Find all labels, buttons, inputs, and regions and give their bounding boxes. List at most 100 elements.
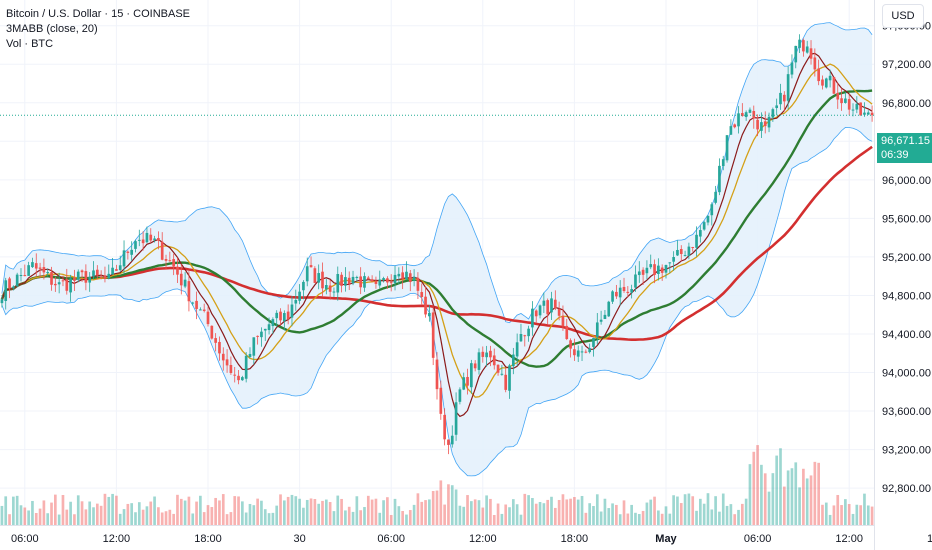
- volume-bar: [168, 509, 172, 525]
- volume-bar: [805, 478, 809, 525]
- candle-body: [370, 279, 374, 282]
- volume-bar: [84, 509, 88, 525]
- volume-bar: [534, 503, 538, 525]
- volume-bar: [290, 494, 294, 525]
- volume-bar: [95, 503, 99, 525]
- candle-body: [836, 92, 840, 100]
- candle-body: [450, 435, 454, 445]
- volume-bar: [702, 503, 706, 525]
- candle-body: [275, 312, 279, 319]
- volume-bar: [19, 505, 23, 525]
- candle-body: [676, 249, 679, 256]
- candle-body: [660, 267, 664, 273]
- candle-body: [431, 312, 435, 358]
- volume-bar: [511, 499, 515, 525]
- volume-bar: [615, 504, 618, 525]
- candle-body: [313, 268, 317, 283]
- candle-body: [206, 311, 210, 325]
- volume-bar: [183, 500, 187, 525]
- volume-bar: [561, 494, 565, 525]
- volume-bar: [92, 507, 95, 525]
- candle-body: [309, 265, 313, 268]
- volume-bar: [500, 513, 504, 525]
- price-tick-label: 92,800.00: [882, 483, 931, 495]
- volume-bar: [374, 498, 378, 525]
- volume-bar: [206, 505, 210, 525]
- candle-body: [523, 335, 527, 337]
- candle-body: [428, 312, 431, 317]
- candle-body: [99, 276, 103, 278]
- candle-body: [847, 99, 851, 110]
- candle-body: [798, 39, 801, 48]
- candle-body: [12, 286, 15, 289]
- volume-bar: [157, 507, 160, 525]
- volume-bar: [347, 506, 351, 525]
- price-tick-label: 96,800.00: [882, 98, 931, 110]
- candle-body: [267, 324, 271, 331]
- candle-body: [95, 269, 99, 276]
- candle-body: [599, 319, 603, 322]
- candle-body: [214, 338, 217, 343]
- chart-legend: Bitcoin / U.S. Dollar · 15 · COINBASE 3M…: [6, 7, 190, 52]
- candle-body: [855, 103, 859, 110]
- volume-bar: [733, 514, 737, 525]
- volume-bar: [0, 505, 4, 525]
- symbol-title[interactable]: Bitcoin / U.S. Dollar · 15 · COINBASE: [6, 8, 190, 20]
- candle-body: [8, 278, 11, 289]
- candle-body: [737, 113, 740, 127]
- candle-body: [710, 204, 714, 216]
- volume-bar: [687, 493, 691, 525]
- candle-body: [584, 351, 588, 353]
- volume-bar: [126, 503, 130, 525]
- volume-bar: [248, 503, 252, 525]
- volume-bar: [397, 506, 401, 525]
- candle-body: [389, 282, 393, 284]
- volume-bar: [179, 498, 183, 525]
- currency-selector[interactable]: USD: [882, 4, 924, 28]
- volume-bar: [504, 504, 508, 525]
- candle-body: [92, 270, 95, 277]
- candle-body: [324, 285, 328, 290]
- volume-bar: [821, 504, 824, 525]
- volume-bar: [691, 496, 695, 525]
- candle-body: [218, 341, 221, 354]
- candle-body: [481, 351, 485, 357]
- candle-body: [294, 299, 298, 304]
- candle-body: [279, 311, 282, 321]
- candle-body: [118, 265, 122, 271]
- candle-body: [241, 377, 244, 381]
- volume-bar: [69, 501, 72, 525]
- candle-body: [687, 246, 691, 256]
- price-tick-label: 96,000.00: [882, 175, 931, 187]
- volume-bar: [31, 500, 34, 525]
- volume-label[interactable]: Vol · BTC: [6, 38, 54, 50]
- time-tick-label: 06:00: [11, 533, 39, 545]
- volume-bar: [99, 505, 103, 525]
- candle-body: [714, 191, 717, 203]
- volume-bar: [134, 512, 137, 525]
- candle-body: [863, 112, 866, 115]
- volume-bar: [557, 499, 561, 525]
- candle-body: [271, 319, 275, 327]
- volume-bar: [634, 512, 637, 525]
- volume-bar: [679, 503, 683, 525]
- volume-bar: [664, 506, 668, 525]
- candle-body: [771, 109, 775, 118]
- volume-bar: [458, 505, 462, 525]
- candle-body: [492, 355, 496, 366]
- candle-body: [740, 113, 744, 117]
- volume-bar: [706, 493, 710, 525]
- candle-body: [477, 352, 481, 370]
- candle-body: [534, 310, 538, 317]
- candle-body: [164, 259, 168, 261]
- indicator-label[interactable]: 3MABB (close, 20): [6, 23, 98, 35]
- candle-body: [557, 309, 561, 316]
- volume-bar: [538, 501, 542, 525]
- candle-body: [19, 275, 23, 277]
- candle-body: [664, 264, 668, 273]
- volume-bar: [756, 445, 759, 525]
- candle-body: [412, 276, 416, 281]
- candle-body: [248, 353, 252, 357]
- candle-body: [588, 348, 591, 353]
